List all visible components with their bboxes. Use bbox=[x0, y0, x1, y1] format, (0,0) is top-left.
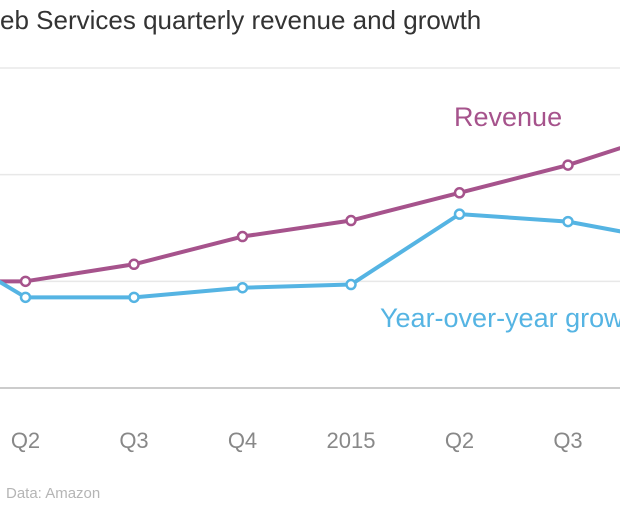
x-tick-label: Q4 bbox=[228, 428, 257, 453]
x-tick-label: Q3 bbox=[119, 428, 148, 453]
data-point bbox=[453, 187, 466, 199]
series-label: Year-over-year grow bbox=[380, 303, 620, 333]
series-line bbox=[0, 212, 620, 300]
data-point bbox=[562, 215, 574, 228]
series-line bbox=[0, 146, 620, 284]
x-tick-label: Q2 bbox=[445, 428, 474, 453]
data-point bbox=[128, 258, 140, 271]
data-point bbox=[19, 291, 32, 304]
data-point bbox=[453, 208, 466, 220]
data-point bbox=[128, 291, 140, 304]
data-point bbox=[19, 275, 32, 288]
data-point bbox=[345, 214, 357, 227]
x-tick-label: Q2 bbox=[11, 428, 40, 453]
chart-title: eb Services quarterly revenue and growth bbox=[0, 5, 481, 35]
data-point bbox=[236, 230, 249, 243]
source-note: Data: Amazon bbox=[6, 485, 100, 502]
data-point bbox=[562, 159, 574, 171]
data-point bbox=[345, 278, 357, 291]
series-label: Revenue bbox=[454, 102, 562, 132]
x-tick-label: Q3 bbox=[553, 428, 582, 453]
data-point bbox=[236, 281, 249, 294]
x-tick-label: 2015 bbox=[327, 428, 376, 453]
